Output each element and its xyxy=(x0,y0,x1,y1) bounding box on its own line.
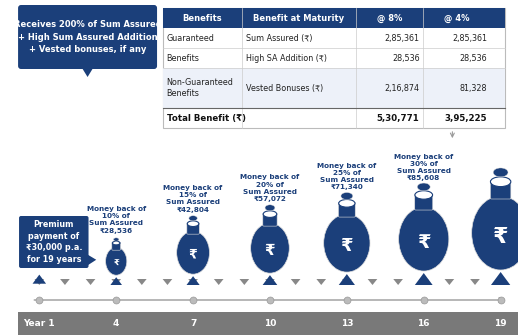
Polygon shape xyxy=(60,279,70,285)
Text: Benefits: Benefits xyxy=(167,54,199,63)
Text: 2,16,874: 2,16,874 xyxy=(384,83,420,92)
Polygon shape xyxy=(163,279,172,285)
Polygon shape xyxy=(110,277,122,285)
FancyBboxPatch shape xyxy=(263,213,277,226)
Polygon shape xyxy=(137,279,147,285)
Text: @ 4%: @ 4% xyxy=(444,13,470,22)
Polygon shape xyxy=(265,279,275,285)
Ellipse shape xyxy=(341,193,353,199)
Polygon shape xyxy=(393,279,403,285)
Text: 16: 16 xyxy=(418,319,430,328)
Text: Money back of
30% of
Sum Assured
₹85,608: Money back of 30% of Sum Assured ₹85,608 xyxy=(394,153,453,181)
Text: Money back of
15% of
Sum Assured
₹42,804: Money back of 15% of Sum Assured ₹42,804 xyxy=(164,185,223,212)
Polygon shape xyxy=(491,272,510,285)
Polygon shape xyxy=(188,279,198,285)
Ellipse shape xyxy=(177,231,209,274)
Text: 10: 10 xyxy=(264,319,276,328)
Text: 7: 7 xyxy=(190,319,196,328)
Polygon shape xyxy=(291,279,300,285)
Polygon shape xyxy=(263,275,277,285)
Text: Non-Guaranteed
Benefits: Non-Guaranteed Benefits xyxy=(167,78,234,98)
Polygon shape xyxy=(368,279,377,285)
Ellipse shape xyxy=(472,196,518,270)
Text: 2,85,361: 2,85,361 xyxy=(384,34,420,43)
Polygon shape xyxy=(35,279,44,285)
Ellipse shape xyxy=(265,205,275,211)
Text: @ 8%: @ 8% xyxy=(377,13,402,22)
Ellipse shape xyxy=(112,241,120,245)
FancyBboxPatch shape xyxy=(187,223,199,234)
Polygon shape xyxy=(186,276,199,285)
Polygon shape xyxy=(419,279,428,285)
Polygon shape xyxy=(415,273,433,285)
Ellipse shape xyxy=(324,214,370,272)
Text: Money back of
25% of
Sum Assured
₹71,340: Money back of 25% of Sum Assured ₹71,340 xyxy=(317,162,377,190)
Ellipse shape xyxy=(339,199,355,207)
FancyBboxPatch shape xyxy=(338,202,355,217)
Text: High SA Addition (₹): High SA Addition (₹) xyxy=(246,54,327,63)
Text: Total Benefit (₹): Total Benefit (₹) xyxy=(167,114,246,123)
Polygon shape xyxy=(342,279,352,285)
Text: ₹: ₹ xyxy=(417,233,430,252)
Polygon shape xyxy=(87,254,96,266)
Text: 2,85,361: 2,85,361 xyxy=(452,34,487,43)
Text: ₹: ₹ xyxy=(189,248,197,261)
Polygon shape xyxy=(496,279,506,285)
FancyBboxPatch shape xyxy=(163,8,506,128)
Text: ₹: ₹ xyxy=(265,243,275,258)
Polygon shape xyxy=(339,274,355,285)
Text: 13: 13 xyxy=(341,319,353,328)
Text: 4: 4 xyxy=(113,319,119,328)
FancyBboxPatch shape xyxy=(163,68,506,108)
Ellipse shape xyxy=(188,221,199,226)
Text: ₹: ₹ xyxy=(113,258,119,267)
Text: Money back of
10% of
Sum Assured
₹28,536: Money back of 10% of Sum Assured ₹28,536 xyxy=(87,206,146,234)
Text: 19: 19 xyxy=(494,319,507,328)
Ellipse shape xyxy=(491,177,511,187)
Polygon shape xyxy=(33,275,46,284)
Ellipse shape xyxy=(493,168,508,177)
Polygon shape xyxy=(470,279,480,285)
Ellipse shape xyxy=(251,223,289,273)
Text: 28,536: 28,536 xyxy=(459,54,487,63)
Polygon shape xyxy=(111,279,121,285)
Ellipse shape xyxy=(263,211,277,217)
Text: Benefit at Maturity: Benefit at Maturity xyxy=(253,13,344,22)
FancyBboxPatch shape xyxy=(19,216,89,268)
FancyBboxPatch shape xyxy=(415,194,433,210)
Polygon shape xyxy=(86,279,95,285)
Text: Guaranteed: Guaranteed xyxy=(167,34,214,43)
Text: Money back of
20% of
Sum Assured
₹57,072: Money back of 20% of Sum Assured ₹57,072 xyxy=(240,175,299,202)
FancyBboxPatch shape xyxy=(163,8,506,28)
Polygon shape xyxy=(214,279,224,285)
Text: Premium
payment of
₹30,000 p.a.
for 19 years: Premium payment of ₹30,000 p.a. for 19 y… xyxy=(25,220,82,264)
FancyBboxPatch shape xyxy=(18,5,157,69)
Polygon shape xyxy=(316,279,326,285)
Ellipse shape xyxy=(418,183,430,191)
Text: Year 1: Year 1 xyxy=(23,319,55,328)
Text: Benefits: Benefits xyxy=(183,13,222,22)
FancyBboxPatch shape xyxy=(18,312,518,335)
Text: 81,328: 81,328 xyxy=(459,83,487,92)
Text: 28,536: 28,536 xyxy=(392,54,420,63)
Polygon shape xyxy=(81,66,94,77)
Text: ₹: ₹ xyxy=(493,227,508,247)
Ellipse shape xyxy=(106,247,127,275)
Text: 3,95,225: 3,95,225 xyxy=(444,114,487,123)
FancyBboxPatch shape xyxy=(112,242,121,250)
Ellipse shape xyxy=(415,191,433,199)
Ellipse shape xyxy=(189,216,197,221)
Text: ₹: ₹ xyxy=(341,237,353,255)
Polygon shape xyxy=(444,279,454,285)
Ellipse shape xyxy=(113,238,119,241)
Ellipse shape xyxy=(399,207,449,271)
FancyBboxPatch shape xyxy=(491,181,511,199)
Polygon shape xyxy=(239,279,249,285)
Text: Vested Bonuses (₹): Vested Bonuses (₹) xyxy=(246,83,323,92)
Text: Receives 200% of Sum Assured
+ High Sum Assured Addition
+ Vested bonuses, if an: Receives 200% of Sum Assured + High Sum … xyxy=(13,20,162,54)
Text: Sum Assured (₹): Sum Assured (₹) xyxy=(246,34,312,43)
Text: 5,30,771: 5,30,771 xyxy=(377,114,420,123)
